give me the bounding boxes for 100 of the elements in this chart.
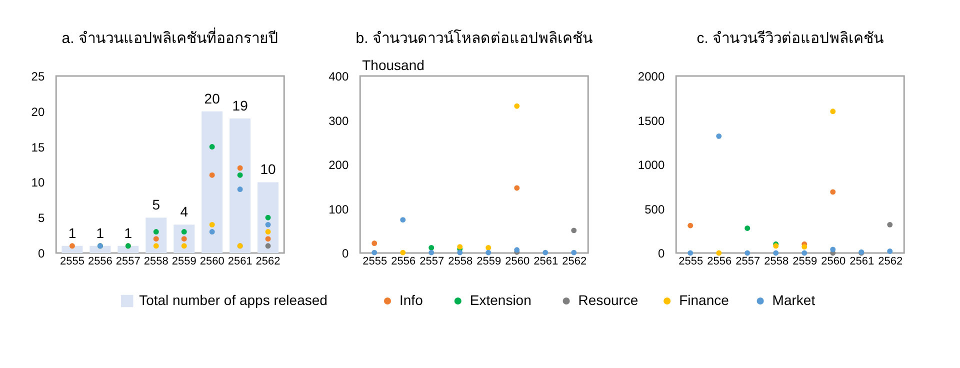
chart-title: b. จำนวนดาวน์โหลดต่อแอปพลิเคชัน [356,29,592,47]
point [400,217,406,223]
y-tick-label: 500 [644,202,665,216]
x-tick-label: 2560 [821,256,846,268]
point [514,185,520,191]
y-tick-label: 100 [328,202,349,216]
y-tick-label: 15 [31,140,45,154]
point [887,222,893,228]
y-tick-label: 400 [328,70,349,84]
x-tick-label: 2557 [116,256,140,268]
x-tick-label: 2557 [736,256,760,268]
x-tick-label: 2562 [562,256,587,268]
y-tick-label: 200 [328,158,349,172]
point [744,250,750,256]
x-tick-label: 2560 [505,256,530,268]
point [237,172,243,178]
point [486,250,492,256]
point [688,250,694,256]
legend-label: Total number of apps released [139,292,328,308]
point [716,133,722,139]
legend-label: Info [400,292,424,308]
bar [202,111,223,253]
point [688,222,694,228]
x-tick-label: 2561 [228,256,252,268]
data-label: 1 [124,224,132,241]
x-tick-label: 2558 [764,256,789,268]
bar [258,182,279,253]
y-axis-title: Thousand [362,57,424,73]
point [209,172,215,178]
point [181,243,187,249]
legend-label: Extension [470,292,532,308]
bar [62,246,83,253]
y-tick-label: 10 [31,176,45,190]
data-label: 20 [204,90,220,106]
point [237,186,243,192]
point [209,144,215,150]
point [830,108,836,114]
bar [146,218,167,253]
data-label: 1 [68,224,76,241]
point [181,236,187,242]
chart-title: c. จำนวนรีวิวต่อแอปพลิเคชัน [696,30,884,47]
point [830,246,836,252]
x-tick-label: 2555 [678,256,704,268]
point [830,189,836,195]
data-label: 5 [152,196,160,213]
y-tick-label: 0 [342,246,349,260]
point [265,236,271,242]
point [887,248,893,254]
y-tick-label: 2000 [638,70,665,84]
bar [118,246,139,253]
point [400,250,406,256]
point [571,228,577,234]
legend-label: Finance [679,292,730,308]
bar [90,246,111,253]
legend-label: Resource [578,292,638,308]
x-tick-label: 2557 [420,256,444,268]
point [265,214,271,220]
chart-title: a. จำนวนแอปพลิเคชันที่ออกรายปี [62,27,278,47]
point [372,250,378,256]
x-tick-label: 2560 [200,256,224,268]
x-tick-label: 2562 [878,256,903,268]
point [237,165,243,171]
y-tick-label: 1000 [638,158,665,172]
x-tick-label: 2559 [792,256,818,268]
x-tick-label: 2561 [850,256,874,268]
point [773,250,779,256]
point [486,244,492,250]
x-tick-label: 2555 [362,256,388,268]
point [153,243,159,249]
point [153,236,159,242]
point [744,225,750,231]
x-tick-label: 2558 [144,256,168,268]
bar [230,118,251,253]
point [542,250,548,256]
x-tick-label: 2556 [707,256,732,268]
y-tick-label: 5 [38,211,45,226]
x-tick-label: 2555 [60,256,84,268]
x-tick-label: 2559 [172,256,196,268]
point [802,244,808,250]
data-label: 4 [180,204,188,220]
x-tick-label: 2556 [88,256,112,268]
y-tick-label: 25 [31,70,45,84]
x-tick-label: 2562 [256,256,280,268]
point [209,222,215,228]
point [802,250,808,256]
point [716,250,722,256]
point [265,229,271,234]
point [265,222,271,228]
y-tick-label: 0 [38,246,45,260]
point [181,229,187,234]
x-tick-label: 2556 [391,256,416,268]
data-label: 1 [96,224,104,241]
point [457,250,463,256]
x-tick-label: 2559 [476,256,502,268]
data-label: 10 [260,161,276,178]
point [514,103,520,109]
x-tick-label: 2558 [448,256,473,268]
data-label: 19 [232,97,248,114]
point [428,244,434,250]
point [153,229,159,234]
